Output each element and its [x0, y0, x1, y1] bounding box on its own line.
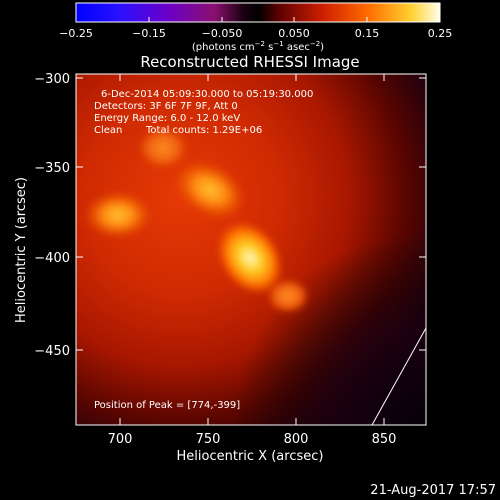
plot-title: Reconstructed RHESSI Image — [140, 53, 359, 71]
y-tick-label: −400 — [34, 251, 70, 266]
colorbar-tick-label: −0.050 — [202, 27, 243, 40]
solar-limb-line — [371, 327, 426, 425]
info-energy-range: Energy Range: 6.0 - 12.0 keV — [94, 113, 240, 124]
x-tick-label: 800 — [284, 432, 309, 447]
colorbar-gradient — [75, 2, 441, 23]
y-axis-label: Heliocentric Y (arcsec) — [14, 177, 29, 323]
colorbar-tick-label: 0.15 — [355, 27, 380, 40]
info-time-range: 6-Dec-2014 05:09:30.000 to 05:19:30.000 — [101, 89, 313, 100]
colorbar-units: (photons cm−2 s−1 asec−2) — [192, 40, 324, 53]
y-tick-label: −450 — [34, 344, 70, 359]
x-tick-label: 700 — [108, 432, 133, 447]
timestamp: 21-Aug-2017 17:57 — [370, 483, 496, 498]
source-blob-west — [84, 191, 152, 239]
observation-info: 6-Dec-2014 05:09:30.000 to 05:19:30.000 … — [94, 89, 313, 136]
colorbar-tick-label: −0.15 — [132, 27, 166, 40]
source-blob-north — [137, 126, 189, 170]
info-total-counts: Total counts: 1.29E+06 — [145, 125, 262, 136]
source-blob-peak — [216, 220, 284, 296]
colorbar-tick-label: −0.25 — [59, 27, 93, 40]
axis-tick-marks — [76, 74, 426, 425]
x-tick-label: 750 — [196, 432, 221, 447]
peak-position-label: Position of Peak = [774,-399] — [94, 400, 240, 411]
y-tick-label: −350 — [34, 161, 70, 176]
colorbar-tick-label: 0.050 — [278, 27, 310, 40]
colorbar: −0.25 −0.15 −0.050 0.050 0.15 0.25 (phot… — [59, 2, 453, 53]
colorbar-tick-marks — [75, 17, 441, 22]
y-tick-label: −300 — [34, 72, 70, 87]
x-axis-label: Heliocentric X (arcsec) — [177, 449, 324, 464]
rhessi-image — [76, 74, 426, 425]
x-tick-label: 850 — [372, 432, 397, 447]
info-algorithm: Clean — [94, 125, 122, 136]
plot-frame — [75, 73, 427, 426]
info-detectors: Detectors: 3F 6F 7F 9F, Att 0 — [94, 101, 238, 112]
colorbar-tick-label: 0.25 — [428, 27, 453, 40]
source-blob-southeast — [266, 278, 310, 314]
source-blob-middle — [174, 160, 246, 220]
